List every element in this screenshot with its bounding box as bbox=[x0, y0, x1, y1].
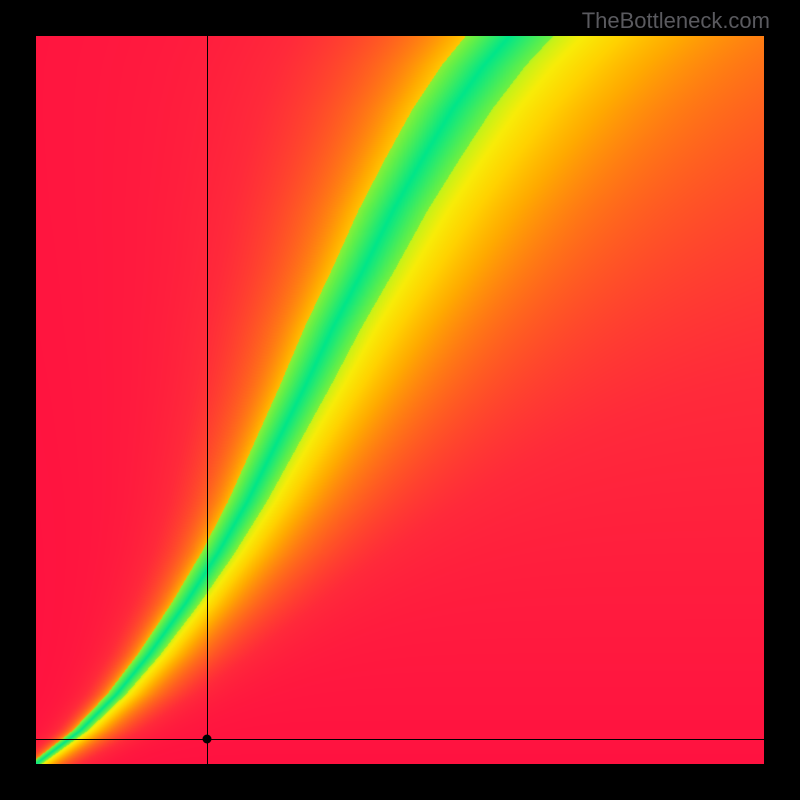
crosshair-vertical bbox=[207, 36, 208, 764]
watermark: TheBottleneck.com bbox=[582, 8, 770, 34]
heatmap-canvas bbox=[36, 36, 764, 764]
heatmap-plot bbox=[36, 36, 764, 764]
marker-dot bbox=[203, 734, 212, 743]
crosshair-horizontal bbox=[36, 739, 764, 740]
